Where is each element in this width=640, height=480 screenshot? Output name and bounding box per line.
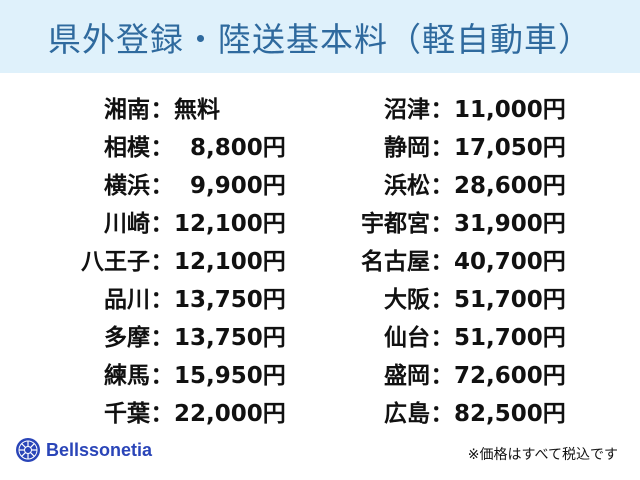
price-row: 川崎： 12,100円 [40,202,286,240]
price: 15,950円 [174,363,286,389]
separator: ： [430,135,454,161]
price-row: 静岡： 17,050円 [300,126,574,164]
separator: ： [430,249,454,275]
region-name: 相模 [104,135,150,161]
price: 無料 [174,97,220,123]
price: 40,700円 [454,249,566,275]
separator: ： [150,287,174,313]
separator: ： [430,287,454,313]
price-row: 練馬： 15,950円 [40,354,286,392]
region-name: 多摩 [104,325,150,351]
price-row: 浜松： 28,600円 [300,164,574,202]
price-list-left: 湘南：無料 相模： 8,800円 横浜： 9,900円 川崎： 12,100円 八王子： 1… [40,88,286,430]
region-name: 練馬 [104,363,150,389]
price: 12,100円 [174,211,286,237]
price: 8,800円 [174,135,286,161]
separator: ： [150,211,174,237]
price: 51,700円 [454,287,566,313]
price-row: 湘南：無料 [40,88,284,126]
separator: ： [150,401,174,427]
price-row: 盛岡： 72,600円 [300,354,574,392]
price: 17,050円 [454,135,566,161]
region-name: 川崎 [104,211,150,237]
price-row: 仙台： 51,700円 [300,316,574,354]
separator: ： [150,97,174,123]
separator: ： [150,173,174,199]
separator: ： [430,363,454,389]
price-row: 品川： 13,750円 [40,278,286,316]
region-name: 広島 [384,401,430,427]
price: 13,750円 [174,325,286,351]
separator: ： [430,97,454,123]
price: 28,600円 [454,173,566,199]
price: 11,000円 [454,97,566,123]
separator: ： [430,173,454,199]
region-name: 八王子 [81,249,150,275]
price-row: 多摩： 13,750円 [40,316,286,354]
region-name: 宇都宮 [361,211,430,237]
region-name: 盛岡 [384,363,430,389]
brand-logo: Bellssonetia [15,437,152,463]
separator: ： [150,325,174,351]
price-row: 大阪： 51,700円 [300,278,574,316]
price-row: 広島： 82,500円 [300,392,574,430]
region-name: 千葉 [104,401,150,427]
price-row: 名古屋： 40,700円 [300,240,574,278]
price: 72,600円 [454,363,566,389]
price: 22,000円 [174,401,286,427]
price: 12,100円 [174,249,286,275]
region-name: 浜松 [384,173,430,199]
price: 82,500円 [454,401,566,427]
region-name: 横浜 [104,173,150,199]
price-row: 千葉： 22,000円 [40,392,286,430]
price-row: 沼津： 11,000円 [300,88,574,126]
price-row: 宇都宮： 31,900円 [300,202,574,240]
separator: ： [430,401,454,427]
price: 9,900円 [174,173,286,199]
region-name: 品川 [104,287,150,313]
price-row: 横浜： 9,900円 [40,164,286,202]
separator: ： [150,135,174,161]
separator: ： [150,363,174,389]
price: 31,900円 [454,211,566,237]
price: 13,750円 [174,287,286,313]
price-row: 相模： 8,800円 [40,126,286,164]
region-name: 大阪 [384,287,430,313]
separator: ： [430,325,454,351]
price-row: 八王子： 12,100円 [40,240,286,278]
region-name: 名古屋 [361,249,430,275]
region-name: 湘南 [104,97,150,123]
region-name: 沼津 [384,97,430,123]
separator: ： [150,249,174,275]
separator: ： [430,211,454,237]
page-title: 県外登録・陸送基本料（軽自動車） [48,19,592,59]
header: 県外登録・陸送基本料（軽自動車） [0,0,640,73]
brand-name: Bellssonetia [46,439,153,460]
price: 51,700円 [454,325,566,351]
wheel-logo-icon [16,438,40,462]
region-name: 静岡 [384,135,430,161]
region-name: 仙台 [384,325,430,351]
price-list-right: 沼津： 11,000円 静岡： 17,050円 浜松： 28,600円 宇都宮： 31,900… [300,88,574,430]
tax-note: ※価格はすべて税込です [467,447,618,463]
